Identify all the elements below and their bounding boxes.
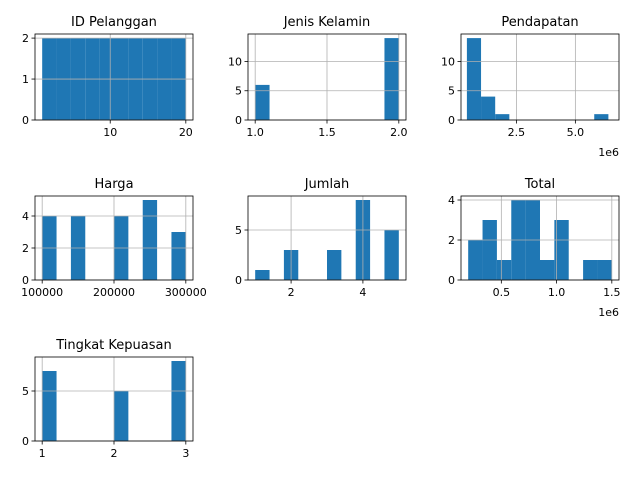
- x-tick-label: 5.0: [567, 126, 585, 139]
- histogram-bar: [495, 114, 510, 120]
- subplot-title: Jenis Kelamin: [283, 15, 371, 30]
- y-tick-label: 4: [448, 194, 455, 207]
- x-offset-label: 1e6: [598, 306, 619, 319]
- subplot-title: Jumlah: [304, 177, 350, 192]
- y-tick-label: 5: [235, 85, 242, 98]
- y-tick-label: 2: [22, 32, 29, 45]
- x-tick-label: 300000: [165, 286, 207, 299]
- x-tick-label: 10: [103, 126, 117, 139]
- y-tick-label: 0: [235, 274, 242, 287]
- axes-frame: [247, 195, 407, 281]
- y-tick-label: 4: [22, 210, 29, 223]
- x-tick-label: 1: [39, 447, 46, 460]
- y-tick-label: 10: [228, 55, 242, 68]
- histogram-bar: [255, 270, 270, 280]
- subplot-6: Tingkat Kepuasan 1 2 3 0 5: [22, 338, 194, 460]
- y-tick-label: 0: [448, 274, 455, 287]
- y-tick-label: 0: [22, 274, 29, 287]
- axes-frame: [460, 195, 620, 281]
- y-tick-label: 0: [235, 114, 242, 127]
- histogram-bar: [466, 38, 482, 120]
- subplot-title: ID Pelanggan: [71, 15, 157, 30]
- histogram-bar: [594, 114, 609, 120]
- histogram-bar: [171, 232, 186, 280]
- x-tick-label: 3: [182, 447, 189, 460]
- x-tick-label: 0.5: [493, 286, 511, 299]
- histogram-bar: [114, 391, 129, 441]
- x-tick-label: 4: [359, 286, 366, 299]
- x-tick-label: 2.0: [390, 126, 408, 139]
- x-tick-label: 1.5: [318, 126, 336, 139]
- subplot-title: Pendapatan: [501, 15, 578, 30]
- histogram-bar: [327, 250, 342, 280]
- y-tick-label: 10: [441, 55, 455, 68]
- x-tick-label: 1.0: [246, 126, 264, 139]
- axes-frame: [460, 33, 620, 121]
- x-tick-label: 20: [179, 126, 193, 139]
- subplot-4: Jumlah 2 4 0 5: [235, 177, 407, 299]
- histogram-bar: [42, 371, 57, 441]
- subplot-title: Total: [524, 177, 555, 192]
- y-tick-label: 2: [448, 234, 455, 247]
- histogram-bar: [142, 200, 158, 280]
- x-offset-label: 1e6: [598, 146, 619, 159]
- x-tick-label: 200000: [93, 286, 135, 299]
- histogram-bar: [468, 240, 483, 280]
- histogram-bar: [540, 260, 555, 280]
- x-tick-label: 100000: [21, 286, 63, 299]
- y-tick-label: 5: [235, 224, 242, 237]
- histogram-bar: [482, 220, 497, 280]
- x-tick-label: 2: [288, 286, 295, 299]
- subplot-5: Total 0.5 1.0 1.5 0 2 4 1e6: [448, 177, 621, 319]
- y-tick-label: 0: [22, 114, 29, 127]
- histogram-bar: [255, 84, 270, 120]
- histogram-bar: [171, 361, 186, 441]
- x-tick-label: 1.5: [603, 286, 621, 299]
- subplot-1: Jenis Kelamin 1.0 1.5 2.0 0 5 10: [228, 15, 408, 139]
- histogram-bar: [384, 230, 399, 280]
- histogram-bar: [496, 260, 512, 280]
- subplot-3: Harga 100000 200000 300000 0 2 4: [21, 177, 207, 299]
- x-tick-label: 2: [111, 447, 118, 460]
- histogram-bar: [597, 260, 612, 280]
- y-tick-label: 2: [22, 242, 29, 255]
- subplot-2: Pendapatan 2.5 5.0 0 5 10 1e6: [441, 15, 620, 159]
- histogram-bar: [583, 260, 598, 280]
- histogram-bar: [481, 96, 496, 120]
- y-tick-label: 0: [22, 435, 29, 448]
- subplot-0: ID Pelanggan 10 20 0 1 2: [22, 15, 194, 139]
- y-tick-label: 5: [22, 385, 29, 398]
- histogram-bar: [554, 220, 569, 280]
- subplot-title: Harga: [94, 177, 133, 192]
- y-tick-label: 1: [22, 73, 29, 86]
- x-tick-label: 1.0: [548, 286, 566, 299]
- histogram-bar: [384, 38, 399, 120]
- x-tick-label: 2.5: [508, 126, 526, 139]
- y-tick-label: 0: [448, 114, 455, 127]
- subplot-title: Tingkat Kepuasan: [55, 338, 171, 353]
- y-tick-label: 5: [448, 85, 455, 98]
- axes-frame: [34, 33, 194, 121]
